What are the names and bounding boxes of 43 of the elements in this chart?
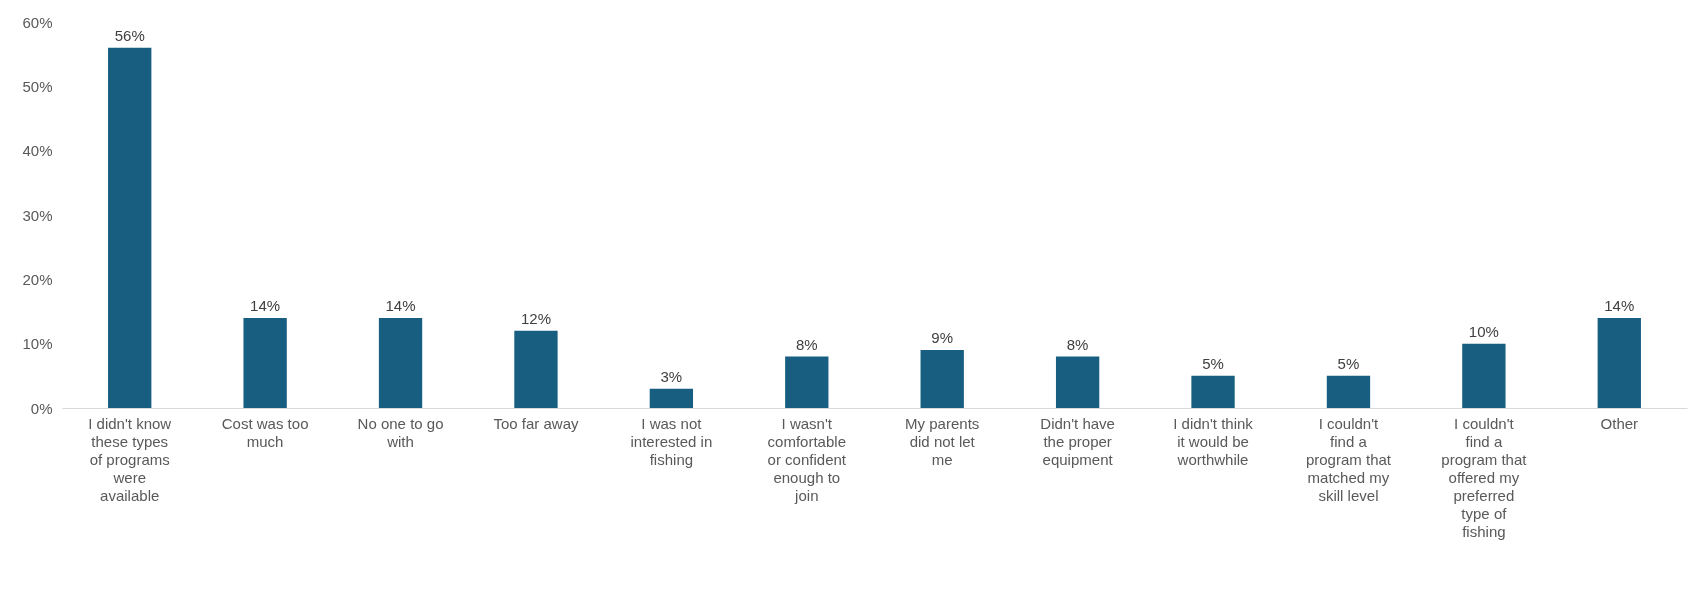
data-label: 12% (520, 309, 551, 327)
data-label: 5% (1337, 354, 1360, 372)
x-tick-label: I couldn't find a program that matched my skill level (1305, 414, 1392, 504)
bar (785, 356, 829, 408)
x-tick-label: Didn't have the proper equipment (1040, 414, 1115, 468)
x-tick-label: I wasn't comfortable or confident enough to join (767, 414, 847, 504)
x-tick-label: I was not interested in fishing (630, 414, 713, 468)
x-tick-label: No one to go with (357, 414, 444, 450)
data-label: 8% (1066, 335, 1089, 353)
data-label: 14% (385, 296, 416, 314)
data-label: 56% (114, 26, 145, 44)
x-tick-label: Other (1600, 414, 1639, 432)
bar (378, 317, 423, 408)
bar (1326, 375, 1371, 408)
data-label: 10% (1468, 322, 1499, 340)
data-label: 9% (931, 329, 954, 347)
x-tick-label: I didn't think it would be worthwhile (1173, 414, 1254, 468)
data-label: 8% (795, 335, 818, 353)
data-label: 14% (1604, 296, 1635, 314)
bar (1191, 375, 1235, 408)
bar (514, 330, 558, 408)
y-tick-label: 40% (22, 142, 53, 160)
bar (108, 47, 152, 408)
y-tick-label: 10% (22, 335, 53, 353)
x-tick-label: Cost was too much (221, 414, 309, 450)
data-label: 14% (250, 296, 281, 314)
data-label: 3% (660, 367, 683, 385)
bar (243, 317, 287, 408)
bar (1055, 356, 1100, 408)
bar (1462, 343, 1506, 408)
bar (1597, 317, 1641, 408)
y-tick-label: 30% (22, 206, 53, 224)
data-label: 5% (1202, 354, 1224, 372)
y-tick-label: 60% (22, 13, 53, 31)
x-tick-label: My parents did not let me (905, 414, 980, 468)
x-tick-label: I couldn't find a program that offered my preferred type of fishing (1441, 414, 1528, 540)
x-tick-label: I didn't know these types of programs were available (88, 414, 172, 504)
y-tick-label: 50% (22, 77, 53, 95)
y-tick-label: 20% (22, 270, 53, 288)
y-tick-label: 0% (30, 399, 53, 417)
bar (920, 350, 964, 408)
x-tick-label: Too far away (493, 414, 579, 432)
bar (649, 388, 694, 408)
